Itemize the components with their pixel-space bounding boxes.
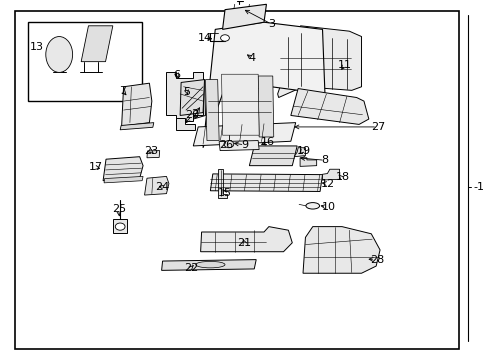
- Text: 8: 8: [321, 155, 328, 165]
- Polygon shape: [81, 26, 113, 62]
- Polygon shape: [193, 123, 295, 146]
- Text: 20: 20: [184, 111, 199, 121]
- Text: 18: 18: [335, 172, 349, 182]
- Ellipse shape: [46, 37, 73, 72]
- Text: 16: 16: [261, 138, 274, 147]
- Polygon shape: [221, 74, 259, 135]
- Text: 23: 23: [143, 146, 158, 156]
- Text: 7: 7: [119, 86, 126, 96]
- Polygon shape: [294, 148, 305, 157]
- Polygon shape: [300, 158, 316, 166]
- Polygon shape: [103, 157, 143, 181]
- Text: 17: 17: [88, 162, 102, 172]
- Polygon shape: [161, 260, 256, 270]
- Polygon shape: [205, 80, 219, 140]
- Text: 11: 11: [337, 60, 351, 70]
- Text: 10: 10: [321, 202, 335, 212]
- Polygon shape: [120, 123, 154, 130]
- Text: 12: 12: [321, 179, 335, 189]
- Text: -1: -1: [473, 182, 484, 192]
- Polygon shape: [122, 83, 152, 126]
- Text: 22: 22: [183, 263, 198, 273]
- Polygon shape: [219, 140, 259, 150]
- Text: 24: 24: [155, 182, 169, 192]
- Circle shape: [220, 35, 229, 41]
- Text: 21: 21: [237, 238, 251, 248]
- Text: 27: 27: [371, 122, 385, 132]
- Polygon shape: [277, 26, 361, 98]
- Text: 13: 13: [30, 42, 44, 52]
- Polygon shape: [203, 22, 325, 148]
- Polygon shape: [176, 118, 194, 130]
- Text: 25: 25: [111, 204, 125, 214]
- Polygon shape: [218, 169, 226, 198]
- Polygon shape: [166, 72, 203, 121]
- Text: 2: 2: [191, 109, 198, 119]
- Text: 19: 19: [296, 146, 310, 156]
- Circle shape: [224, 140, 233, 148]
- Bar: [113, 220, 127, 233]
- Ellipse shape: [195, 261, 224, 268]
- Polygon shape: [322, 169, 339, 180]
- Circle shape: [115, 223, 125, 230]
- Ellipse shape: [305, 203, 319, 209]
- Polygon shape: [104, 176, 143, 183]
- Text: 4: 4: [248, 53, 255, 63]
- Polygon shape: [222, 4, 266, 30]
- Text: 14: 14: [197, 33, 211, 42]
- Polygon shape: [180, 80, 204, 116]
- Text: 26: 26: [219, 140, 233, 150]
- Text: 3: 3: [267, 19, 274, 29]
- Polygon shape: [290, 89, 368, 125]
- Text: 9: 9: [241, 140, 247, 150]
- Bar: [27, 22, 142, 101]
- Polygon shape: [147, 150, 159, 158]
- Text: 28: 28: [369, 255, 384, 265]
- Text: 6: 6: [173, 70, 181, 80]
- Polygon shape: [258, 76, 273, 137]
- Polygon shape: [303, 226, 379, 273]
- Polygon shape: [210, 174, 322, 192]
- Text: 5: 5: [183, 87, 190, 97]
- Polygon shape: [249, 146, 297, 166]
- Polygon shape: [200, 226, 292, 252]
- Polygon shape: [192, 80, 205, 119]
- Polygon shape: [144, 176, 168, 195]
- Text: 15: 15: [218, 188, 231, 198]
